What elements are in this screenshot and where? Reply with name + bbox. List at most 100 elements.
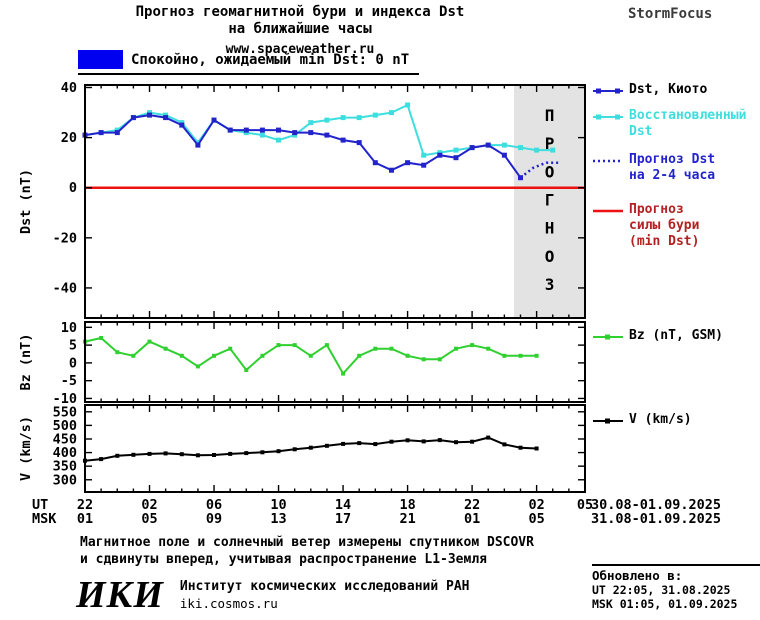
measurement-note: Магнитное поле и солнечный ветер измерен… [80, 534, 534, 568]
series-marker [485, 142, 491, 148]
series-marker [227, 127, 233, 133]
series-marker [486, 435, 491, 440]
series-marker [357, 441, 362, 446]
msk-tick-label: 13 [270, 511, 286, 527]
series-marker [195, 364, 200, 369]
series-marker [259, 132, 265, 138]
series-marker [357, 353, 362, 358]
series-marker [292, 130, 298, 136]
forecast-region [514, 85, 585, 318]
legend-storm-label-2: силы бури [629, 218, 700, 233]
prognoz-letter: Г [545, 191, 555, 210]
msk-row-label: MSK [32, 511, 57, 527]
axis-ticks-dst: 40 20 0 -20 -40 [53, 80, 586, 318]
series-marker [276, 127, 281, 133]
legend-storm-label-1: Прогноз [629, 202, 684, 217]
ytick-label-bz: 0 [69, 355, 77, 371]
series-dst-2 [519, 161, 560, 179]
series-marker [340, 137, 346, 143]
series-marker [486, 346, 491, 351]
series-marker [195, 142, 201, 148]
dst-line-swatch [593, 88, 623, 94]
legend-recovered-label-2: Dst [629, 124, 653, 139]
series-marker [501, 142, 507, 148]
series-marker [534, 446, 539, 451]
recovered-dst-line-swatch [593, 114, 623, 120]
ut-tick-label: 02 [141, 497, 157, 513]
panel-bz [83, 321, 586, 403]
series-marker [518, 445, 523, 450]
ytick-label-bz: -5 [61, 373, 77, 389]
series-marker [292, 343, 297, 348]
ytick-label-dst: -20 [53, 230, 77, 246]
msk-tick-label: 17 [335, 511, 351, 527]
quiet-status-row: Спокойно, ожидаемый min Dst: 0 nT [78, 50, 420, 75]
series-marker [324, 132, 330, 138]
iki-site-link[interactable]: iki.cosmos.ru [179, 596, 278, 611]
series-marker [437, 357, 442, 362]
legend-v: V (km/s) [593, 412, 692, 428]
series-marker [405, 353, 410, 358]
series-marker [372, 160, 378, 166]
series-marker [308, 445, 313, 450]
series-marker [163, 115, 169, 121]
ut-row-label: UT [32, 497, 48, 513]
series-marker [405, 102, 411, 108]
panel-box-bz [84, 321, 586, 403]
series-marker [99, 336, 104, 340]
ytick-label-v: 300 [53, 472, 77, 488]
series-marker [276, 449, 281, 454]
series-marker [243, 127, 249, 133]
panel-v [83, 404, 586, 493]
series-marker [212, 353, 216, 358]
legend-dst-label: Dst, Киото [629, 82, 708, 97]
ut-tick-label: 18 [399, 497, 415, 513]
series-marker [421, 439, 426, 444]
series-marker [437, 150, 443, 156]
series-marker [308, 353, 313, 358]
series-marker [276, 343, 281, 348]
series-marker [260, 450, 265, 455]
series-marker [454, 346, 458, 351]
iki-logo: ИКИ [76, 574, 164, 616]
prognoz-letter: О [545, 247, 555, 266]
legend-forecast-label-1: Прогноз Dst [629, 152, 716, 167]
series-marker [340, 115, 346, 121]
title-block: Прогноз геомагнитной бури и индекса Dst … [70, 4, 530, 57]
ut-tick-label: 05 [577, 497, 593, 513]
bz-line-swatch [593, 334, 623, 340]
series-marker [115, 350, 120, 355]
msk-date-range: 31.08-01.09.2025 [591, 511, 721, 527]
legend-forecast-label-2: на 2-4 часа [629, 168, 716, 183]
series-line [84, 103, 553, 157]
updated-ut: UT 22:05, 31.08.2025 [592, 583, 731, 597]
series-marker [259, 127, 265, 133]
series-dst-1 [82, 112, 523, 181]
series-marker [341, 371, 346, 376]
series-line [519, 161, 560, 179]
series-marker [437, 438, 442, 443]
series-marker [550, 147, 556, 153]
msk-tick-label: 01 [77, 511, 93, 527]
ytick-label-bz: 10 [61, 320, 77, 336]
series-marker [389, 439, 394, 444]
series-marker [131, 452, 136, 457]
series-marker [211, 117, 217, 123]
series-marker [147, 112, 152, 118]
series-marker [179, 353, 184, 358]
series-marker [373, 346, 378, 351]
series-marker [518, 145, 523, 151]
msk-tick-label: 05 [141, 511, 157, 527]
series-marker [147, 451, 152, 456]
series-marker [470, 439, 475, 444]
legend-bz-label: Bz (nT, GSM) [629, 328, 723, 343]
series-marker [389, 110, 394, 116]
series-marker [324, 343, 329, 348]
ut-tick-label: 14 [335, 497, 351, 513]
series-marker [324, 443, 329, 448]
series-marker [421, 152, 427, 158]
quiet-status-text: Спокойно, ожидаемый min Dst: 0 nT [131, 51, 410, 68]
spaceweather-link[interactable]: www.spaceweather.ru [225, 42, 375, 57]
